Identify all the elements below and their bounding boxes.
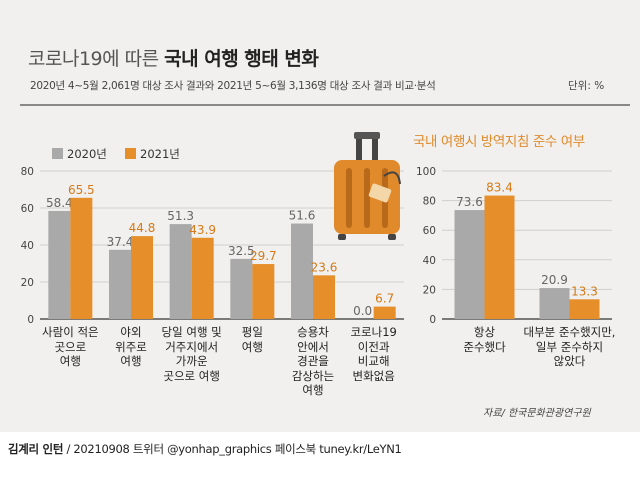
bar-2021 — [131, 236, 153, 319]
bar-2021 — [373, 306, 396, 319]
bar-2020 — [169, 224, 192, 319]
bar-2020 — [48, 210, 71, 319]
bar-value-label: 65.5 — [68, 183, 95, 197]
category-label: 사람이 적은 곳으로 여행 — [42, 325, 99, 368]
bar-value-label: 13.3 — [571, 284, 598, 298]
right-bar-chart: 0 20 40 60 80 100 73.683.4 20.913.3 — [416, 166, 612, 326]
legend-swatch-2021 — [125, 148, 136, 159]
category-label: 승용차 안에서 경관을 감상하는 여행 — [291, 325, 335, 397]
legend-2021: 2021년 — [125, 146, 180, 162]
chart-panel — [0, 0, 640, 432]
bar-value-label: 51.3 — [167, 209, 194, 223]
bar-2021 — [191, 237, 214, 319]
bar-value-label: 43.9 — [189, 223, 216, 237]
bar-value-label: 20.9 — [541, 273, 568, 287]
bar-2021 — [313, 275, 335, 319]
y-tick-label: 20 — [423, 284, 436, 296]
bar-2021 — [484, 195, 515, 319]
bar-value-label: 44.8 — [129, 221, 156, 235]
y-tick-label: 0 — [429, 314, 436, 326]
bar-value-label: 73.6 — [456, 195, 483, 209]
bar-value-label: 58.4 — [46, 196, 73, 210]
bar-2020 — [454, 210, 485, 319]
bar-value-label: 37.4 — [107, 235, 134, 249]
right-chart-title: 국내 여행시 방역지침 준수 여부 — [413, 134, 585, 150]
left-bar-chart: 0 20 40 60 80 58.465.5 37.444.8 51.343.9 32.529.… — [21, 166, 404, 326]
y-tick-label: 40 — [423, 255, 436, 267]
y-tick-label: 40 — [21, 240, 34, 252]
bar-value-label: 32.5 — [228, 244, 255, 258]
y-tick-label: 0 — [27, 314, 34, 326]
category-label: 코로나19 이전과 비교해 변화없음 — [350, 325, 397, 383]
legend-2020: 2020년 — [52, 146, 107, 162]
y-tick-label: 60 — [21, 203, 34, 215]
bar-value-label: 23.6 — [311, 260, 338, 274]
bar-2021 — [70, 197, 93, 319]
category-label: 대부분 준수했지만, 일부 준수하지 않았다 — [523, 325, 616, 368]
category-label: 야외 위주로 여행 — [115, 325, 147, 368]
bar-value-label: 83.4 — [486, 181, 513, 195]
y-tick-label: 80 — [423, 196, 436, 208]
category-label: 당일 여행 및 거주지에서 가까운 곳으로 여행 — [161, 325, 222, 383]
header-divider — [20, 104, 630, 106]
unit-label: 단위: % — [568, 80, 605, 92]
bar-2020 — [291, 223, 313, 319]
bar-2020 — [230, 258, 253, 319]
bar-2021 — [569, 299, 600, 319]
y-tick-label: 80 — [21, 166, 34, 178]
credit-footer: 김계리 인턴 / 20210908 트위터 @yonhap_graphics 페… — [8, 442, 402, 456]
bar-value-label: 51.6 — [289, 209, 316, 223]
source-note: 자료/ 한국문화관광연구원 — [483, 408, 591, 419]
bar-2020 — [539, 288, 570, 319]
page-title: 코로나19에 따른 국내 여행 행태 변화 — [28, 48, 319, 70]
bar-value-label: 29.7 — [250, 249, 277, 263]
legend-swatch-2020 — [52, 148, 63, 159]
page-subtitle: 2020년 4~5월 2,061명 대상 조사 결과와 2021년 5~6월 3… — [30, 80, 436, 92]
y-tick-label: 100 — [416, 166, 436, 178]
charts-svg: 0 20 40 60 80 58.465.5 37.444.8 51.343.9 32.529.… — [21, 132, 612, 326]
bar-value-label: 6.7 — [375, 292, 394, 306]
bar-2021 — [252, 264, 275, 319]
suitcase-icon — [334, 132, 401, 240]
bar-2020 — [109, 249, 131, 319]
y-tick-label: 20 — [21, 277, 34, 289]
bar-value-label: 0.0 — [353, 304, 372, 318]
category-label: 평일 여행 — [241, 325, 263, 354]
y-tick-label: 60 — [423, 225, 436, 237]
category-label: 항상 준수했다 — [463, 325, 506, 354]
